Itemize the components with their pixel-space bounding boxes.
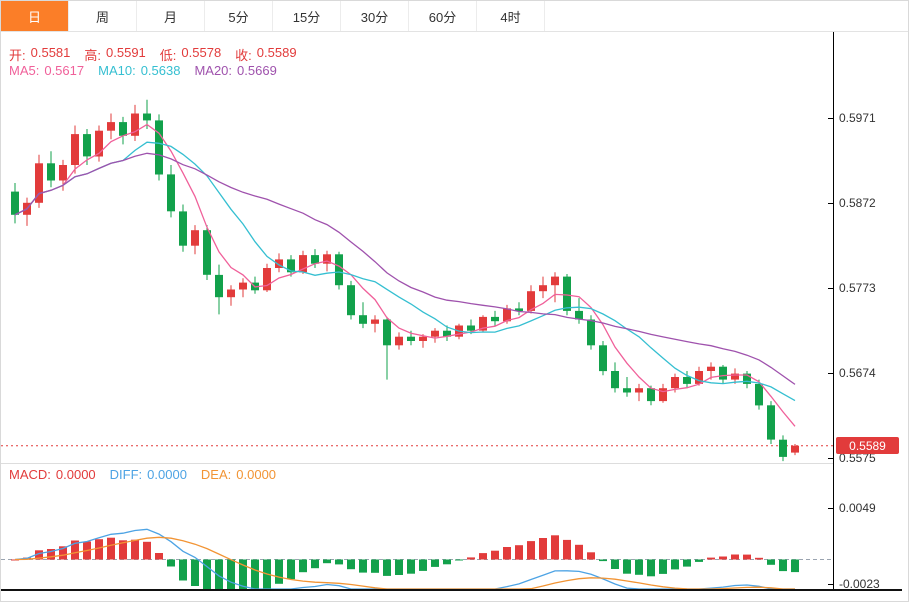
low-readout: 低: 0.5578 (160, 45, 221, 64)
y-axis-label: 0.5674 (839, 365, 876, 380)
diff-value-readout: DIFF: 0.0000 (110, 467, 187, 482)
macd-label: MACD: (9, 467, 51, 482)
y-axis-label: -0.0023 (839, 576, 880, 591)
tab-30min[interactable]: 30分 (341, 1, 409, 31)
axis-tick (828, 287, 833, 289)
timeframe-tabbar: 日周月 5分 15分 30分 60分 4时 (1, 1, 908, 32)
macd-bars (11, 535, 799, 589)
ma-readout: MA5: 0.5617 MA10: 0.5638 MA20: 0.5669 (9, 63, 277, 78)
tab-15min[interactable]: 15分 (273, 1, 341, 31)
dea-value-readout: DEA: 0.0000 (201, 467, 276, 482)
low-label: 低: (159, 48, 177, 63)
close-readout: 收: 0.5589 (235, 45, 296, 64)
open-value: 0.5581 (30, 45, 71, 60)
tab-day[interactable]: 日 (1, 1, 69, 31)
y-axis-label: 0.0049 (839, 500, 876, 515)
dea-value: 0.0000 (236, 467, 277, 482)
ma10-label: MA10: (98, 63, 136, 78)
macd-value: 0.0000 (55, 467, 96, 482)
y-axis-label: 0.5773 (839, 280, 876, 295)
low-value: 0.5578 (181, 45, 222, 60)
last-price-badge: 0.5589 (836, 437, 899, 455)
candlestick-chart-canvas[interactable] (1, 32, 833, 463)
tab-60min[interactable]: 60分 (409, 1, 477, 31)
diff-value: 0.0000 (147, 467, 187, 482)
close-value: 0.5589 (256, 45, 297, 60)
macd-readout: MACD: 0.0000 DIFF: 0.0000 DEA: 0.0000 (9, 467, 276, 482)
ohlc-readout: 开: 0.5581 高: 0.5591 低: 0.5578 收: 0.5589 (9, 45, 297, 64)
ma5-value: 0.5617 (44, 63, 85, 78)
open-label: 开: (9, 48, 26, 63)
y-axis-label: 0.5971 (839, 110, 876, 125)
tab-4hour[interactable]: 4时 (477, 1, 545, 31)
axis-tick (828, 507, 833, 509)
ma5-readout: MA5: 0.5617 (9, 63, 84, 78)
high-value: 0.5591 (106, 45, 146, 60)
close-label: 收: (235, 48, 252, 63)
axis-tick (828, 457, 833, 459)
axis-tick (828, 202, 833, 204)
axis-tick (828, 372, 833, 374)
x-axis-line (1, 589, 902, 591)
tab-5min[interactable]: 5分 (205, 1, 273, 31)
ma20-value: 0.5669 (237, 63, 277, 78)
axis-tick (828, 583, 833, 585)
dea-label: DEA: (200, 467, 232, 482)
ma10-value: 0.5638 (140, 63, 181, 78)
macd-value-readout: MACD: 0.0000 (9, 467, 96, 482)
ma20-label: MA20: (194, 63, 233, 78)
diff-label: DIFF: (109, 467, 143, 482)
high-readout: 高: 0.5591 (84, 45, 145, 64)
high-label: 高: (84, 48, 102, 63)
y-axis-line (833, 32, 834, 589)
y-axis-label: 0.5575 (839, 450, 876, 465)
macd-chart-canvas[interactable] (1, 464, 833, 590)
ma20-line (14, 152, 796, 385)
panel-divider (1, 463, 833, 464)
open-readout: 开: 0.5581 (9, 45, 70, 64)
ma20-readout: MA20: 0.5669 (194, 63, 276, 78)
ma5-line (14, 123, 796, 427)
tab-month[interactable]: 月 (137, 1, 205, 31)
candles (11, 99, 799, 462)
ma10-line (14, 141, 796, 402)
ma10-readout: MA10: 0.5638 (98, 63, 180, 78)
axis-tick (828, 117, 833, 119)
tab-week[interactable]: 周 (69, 1, 137, 31)
ma5-label: MA5: (9, 63, 40, 78)
y-axis-label: 0.5872 (839, 195, 876, 210)
